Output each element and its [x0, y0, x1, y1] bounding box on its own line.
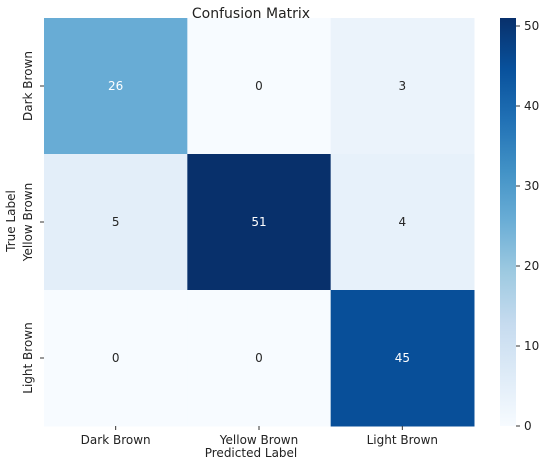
heatmap-cell — [187, 18, 332, 155]
cell-value-label: 45 — [395, 351, 410, 365]
x-axis: Dark Brown Yellow Brown Light Brown — [81, 426, 438, 447]
heatmap-cell — [330, 154, 475, 291]
colorbar-tick-label: 50 — [524, 19, 539, 33]
heatmap-cell — [187, 154, 332, 291]
colorbar-tick-label: 20 — [524, 259, 539, 273]
colorbar-tick-label: 40 — [524, 99, 539, 113]
cell-value-label: 0 — [255, 79, 263, 93]
heatmap-cells — [44, 18, 475, 427]
x-axis-label: Predicted Label — [205, 446, 298, 460]
y-tick-label: Dark Brown — [21, 51, 35, 121]
y-axis-label: True Label — [4, 190, 18, 253]
y-tick-label: Yellow Brown — [21, 183, 35, 262]
colorbar-tick-label: 10 — [524, 339, 539, 353]
cell-value-label: 51 — [251, 215, 266, 229]
heatmap-cell — [44, 290, 188, 427]
x-tick-label: Dark Brown — [81, 433, 151, 447]
cell-value-labels: 26 0 3 5 51 4 0 0 45 — [108, 79, 410, 365]
y-axis: Dark Brown Yellow Brown Light Brown — [21, 51, 44, 394]
x-tick-label: Light Brown — [367, 433, 438, 447]
heatmap-cell — [330, 18, 475, 155]
cell-value-label: 5 — [112, 215, 120, 229]
colorbar-tick-label: 0 — [524, 419, 532, 433]
cell-value-label: 0 — [112, 351, 120, 365]
colorbar-ticks: 0 10 20 30 40 50 — [516, 19, 539, 433]
heatmap-cell — [44, 18, 188, 155]
cell-value-label: 4 — [399, 215, 407, 229]
heatmap-cell — [187, 290, 332, 427]
heatmap-cell — [330, 290, 475, 427]
cell-value-label: 26 — [108, 79, 123, 93]
x-tick-label: Yellow Brown — [219, 433, 298, 447]
colorbar — [500, 18, 516, 426]
colorbar-tick-label: 30 — [524, 179, 539, 193]
y-tick-label: Light Brown — [21, 322, 35, 393]
heatmap-cell — [44, 154, 188, 291]
cell-value-label: 3 — [399, 79, 407, 93]
cell-value-label: 0 — [255, 351, 263, 365]
